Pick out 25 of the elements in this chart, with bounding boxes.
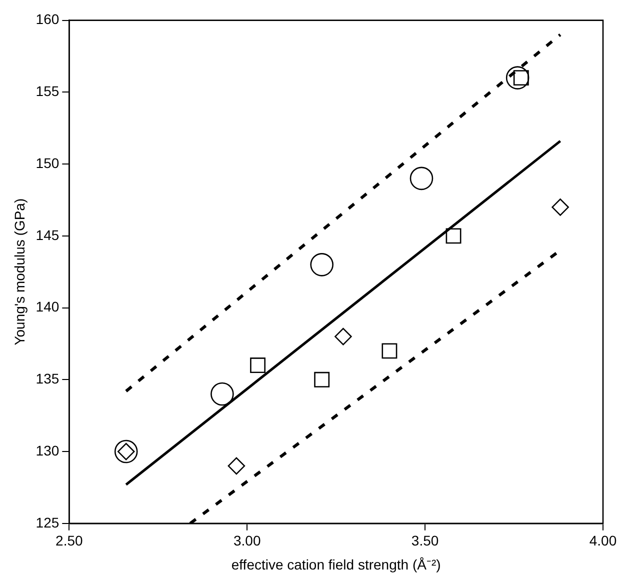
point	[314, 372, 330, 388]
point	[506, 66, 530, 90]
y-tick-label: 145	[36, 226, 60, 243]
point	[446, 228, 462, 244]
y-tick-label: 150	[36, 154, 60, 171]
x-tick-label: 2.50	[56, 532, 83, 549]
x-tick-label: 3.00	[233, 532, 261, 549]
x-axis-title: effective cation field strength (Å⁻²)	[231, 556, 441, 572]
x-tick-label: 3.50	[411, 532, 439, 549]
y-tick-label: 140	[36, 298, 60, 315]
point	[250, 358, 266, 374]
point	[552, 198, 569, 216]
point	[382, 343, 398, 359]
y-tick-label: 135	[36, 370, 60, 387]
point	[210, 382, 234, 406]
y-axis-title: Young's modulus (GPa)	[11, 198, 28, 346]
y-tick-label: 155	[36, 83, 60, 100]
y-tick-label: 130	[36, 442, 60, 458]
y-tick-label: 160	[36, 11, 60, 28]
point	[310, 253, 334, 276]
x-tick-label: 4.00	[589, 532, 617, 549]
point	[228, 457, 246, 475]
y-tick-label: 125	[36, 514, 60, 530]
point	[410, 166, 434, 190]
point	[334, 328, 352, 346]
